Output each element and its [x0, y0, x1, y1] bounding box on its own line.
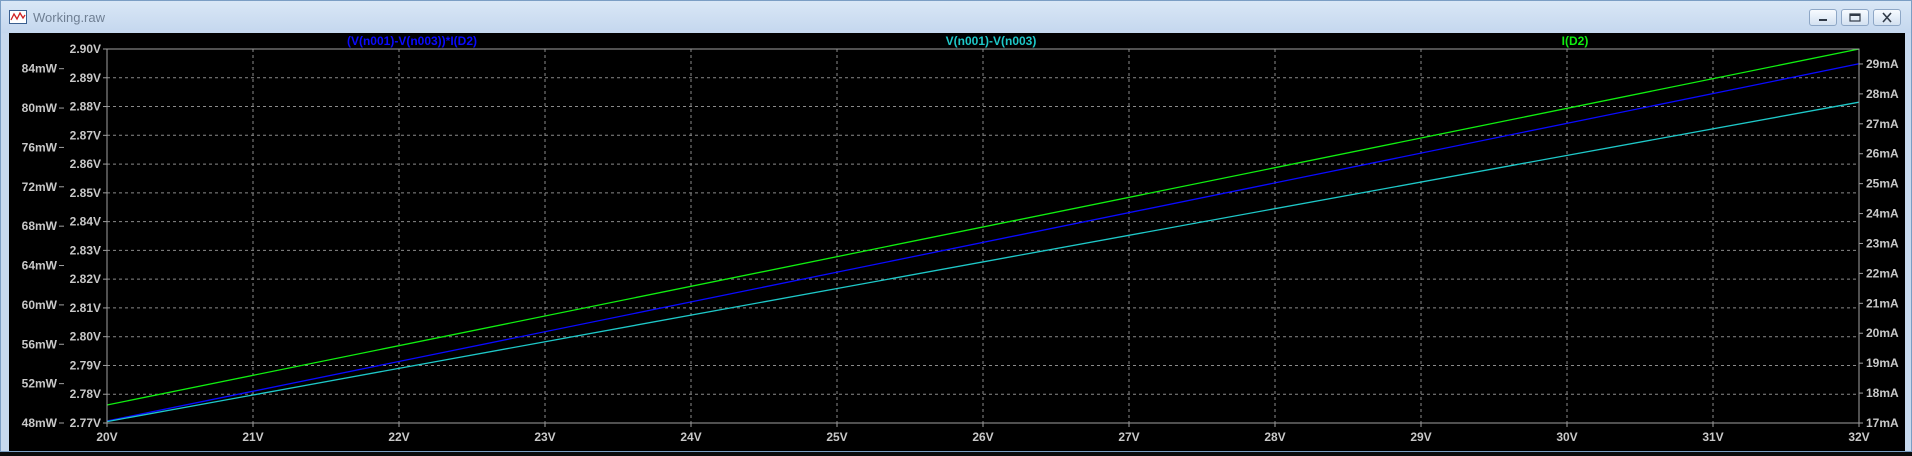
- x-tick-label: 23V: [534, 430, 555, 444]
- y-outer-tick-label: 72mW: [22, 180, 58, 194]
- y-outer-tick-label: 68mW: [22, 219, 58, 233]
- plot-pane[interactable]: 20V 21V 22V 23V 24V 25V 26V 27V 28V 29V 30V 31V 32V 2…: [9, 33, 1905, 451]
- window-title: Working.raw: [33, 10, 106, 25]
- y-inner-tick-label: 2.88V: [70, 100, 101, 114]
- y-right-tick-label: 28mA: [1866, 87, 1899, 101]
- restore-icon: [1849, 13, 1861, 22]
- y-outer-tick-label: 84mW: [22, 62, 58, 76]
- y-right-tick-label: 17mA: [1866, 416, 1899, 430]
- legend-power[interactable]: (V(n001)-V(n003))*I(D2): [347, 34, 477, 48]
- restore-button[interactable]: [1841, 9, 1869, 26]
- y-inner-tick-label: 2.87V: [70, 128, 101, 142]
- x-tick-label: 27V: [1118, 430, 1139, 444]
- x-tick-label: 22V: [388, 430, 409, 444]
- x-tick-label: 20V: [96, 430, 117, 444]
- y-right-tick-label: 23mA: [1866, 236, 1899, 250]
- waveform-chart[interactable]: 20V 21V 22V 23V 24V 25V 26V 27V 28V 29V 30V 31V 32V 2…: [9, 33, 1905, 451]
- y-inner-tick-label: 2.86V: [70, 157, 101, 171]
- x-tick-label: 21V: [242, 430, 263, 444]
- x-tick-label: 28V: [1264, 430, 1285, 444]
- x-tick-label: 25V: [826, 430, 847, 444]
- y-right-tick-label: 26mA: [1866, 147, 1899, 161]
- y-inner-tick-label: 2.84V: [70, 215, 101, 229]
- y-right-tick-label: 18mA: [1866, 386, 1899, 400]
- y-outer-tick-label: 56mW: [22, 337, 58, 351]
- y-inner-tick-label: 2.83V: [70, 243, 101, 257]
- y-inner-tick-label: 2.90V: [70, 42, 101, 56]
- waveform-app-icon: [9, 10, 27, 24]
- series-line-voltage: [106, 101, 1860, 423]
- y-outer-tick-label: 64mW: [22, 259, 58, 273]
- minimize-button[interactable]: [1809, 9, 1837, 26]
- y-inner-tick-label: 2.89V: [70, 71, 101, 85]
- close-icon: [1882, 12, 1892, 23]
- label-layer: 20V 21V 22V 23V 24V 25V 26V 27V 28V 29V 30V 31V 32V 2…: [22, 42, 1899, 444]
- y-outer-tick-label: 76mW: [22, 140, 58, 154]
- legend-layer: (V(n001)-V(n003))*I(D2) V(n001)-V(n003) …: [347, 34, 1588, 48]
- y-right-tick-label: 20mA: [1866, 326, 1899, 340]
- x-tick-label: 24V: [680, 430, 701, 444]
- grid-layer: [107, 49, 1859, 423]
- y-outer-tick-label: 80mW: [22, 101, 58, 115]
- y-right-tick-label: 19mA: [1866, 356, 1899, 370]
- y-inner-tick-label: 2.82V: [70, 272, 101, 286]
- y-right-tick-label: 24mA: [1866, 207, 1899, 221]
- y-outer-tick-label: 52mW: [22, 377, 58, 391]
- y-inner-tick-label: 2.78V: [70, 387, 101, 401]
- x-tick-label: 29V: [1410, 430, 1431, 444]
- x-tick-label: 26V: [972, 430, 993, 444]
- axis-layer: [59, 48, 1863, 427]
- x-tick-label: 32V: [1848, 430, 1869, 444]
- y-inner-tick-label: 2.85V: [70, 186, 101, 200]
- series-line-current: [106, 48, 1860, 406]
- y-right-tick-label: 27mA: [1866, 117, 1899, 131]
- series-line-power: [106, 63, 1860, 422]
- y-inner-tick-label: 2.77V: [70, 416, 101, 430]
- legend-voltage[interactable]: V(n001)-V(n003): [946, 34, 1037, 48]
- close-button[interactable]: [1873, 9, 1901, 26]
- y-inner-tick-label: 2.81V: [70, 301, 101, 315]
- minimize-icon: [1819, 19, 1827, 21]
- y-right-tick-label: 22mA: [1866, 266, 1899, 280]
- y-right-tick-label: 29mA: [1866, 57, 1899, 71]
- y-right-tick-label: 25mA: [1866, 177, 1899, 191]
- x-tick-label: 31V: [1702, 430, 1723, 444]
- y-outer-tick-label: 48mW: [22, 416, 58, 430]
- y-inner-tick-label: 2.80V: [70, 330, 101, 344]
- series-layer: [106, 48, 1860, 423]
- y-right-tick-label: 21mA: [1866, 296, 1899, 310]
- title-bar[interactable]: Working.raw: [1, 1, 1911, 33]
- x-tick-label: 30V: [1556, 430, 1577, 444]
- y-inner-tick-label: 2.79V: [70, 358, 101, 372]
- y-outer-tick-label: 60mW: [22, 298, 58, 312]
- legend-current[interactable]: I(D2): [1562, 34, 1589, 48]
